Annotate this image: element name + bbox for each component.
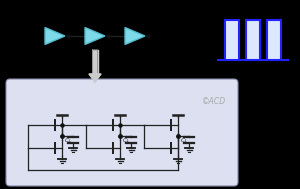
- Polygon shape: [85, 28, 105, 44]
- Polygon shape: [125, 28, 145, 44]
- Bar: [225, 20, 239, 60]
- Bar: [267, 20, 280, 60]
- Polygon shape: [45, 28, 65, 44]
- Polygon shape: [89, 74, 101, 82]
- Bar: [246, 20, 260, 60]
- Text: $C_L$: $C_L$: [180, 136, 188, 145]
- Text: ©ACD: ©ACD: [202, 97, 226, 106]
- Text: $C_L$: $C_L$: [64, 136, 72, 145]
- Text: $C_L$: $C_L$: [122, 136, 130, 145]
- FancyBboxPatch shape: [6, 79, 238, 186]
